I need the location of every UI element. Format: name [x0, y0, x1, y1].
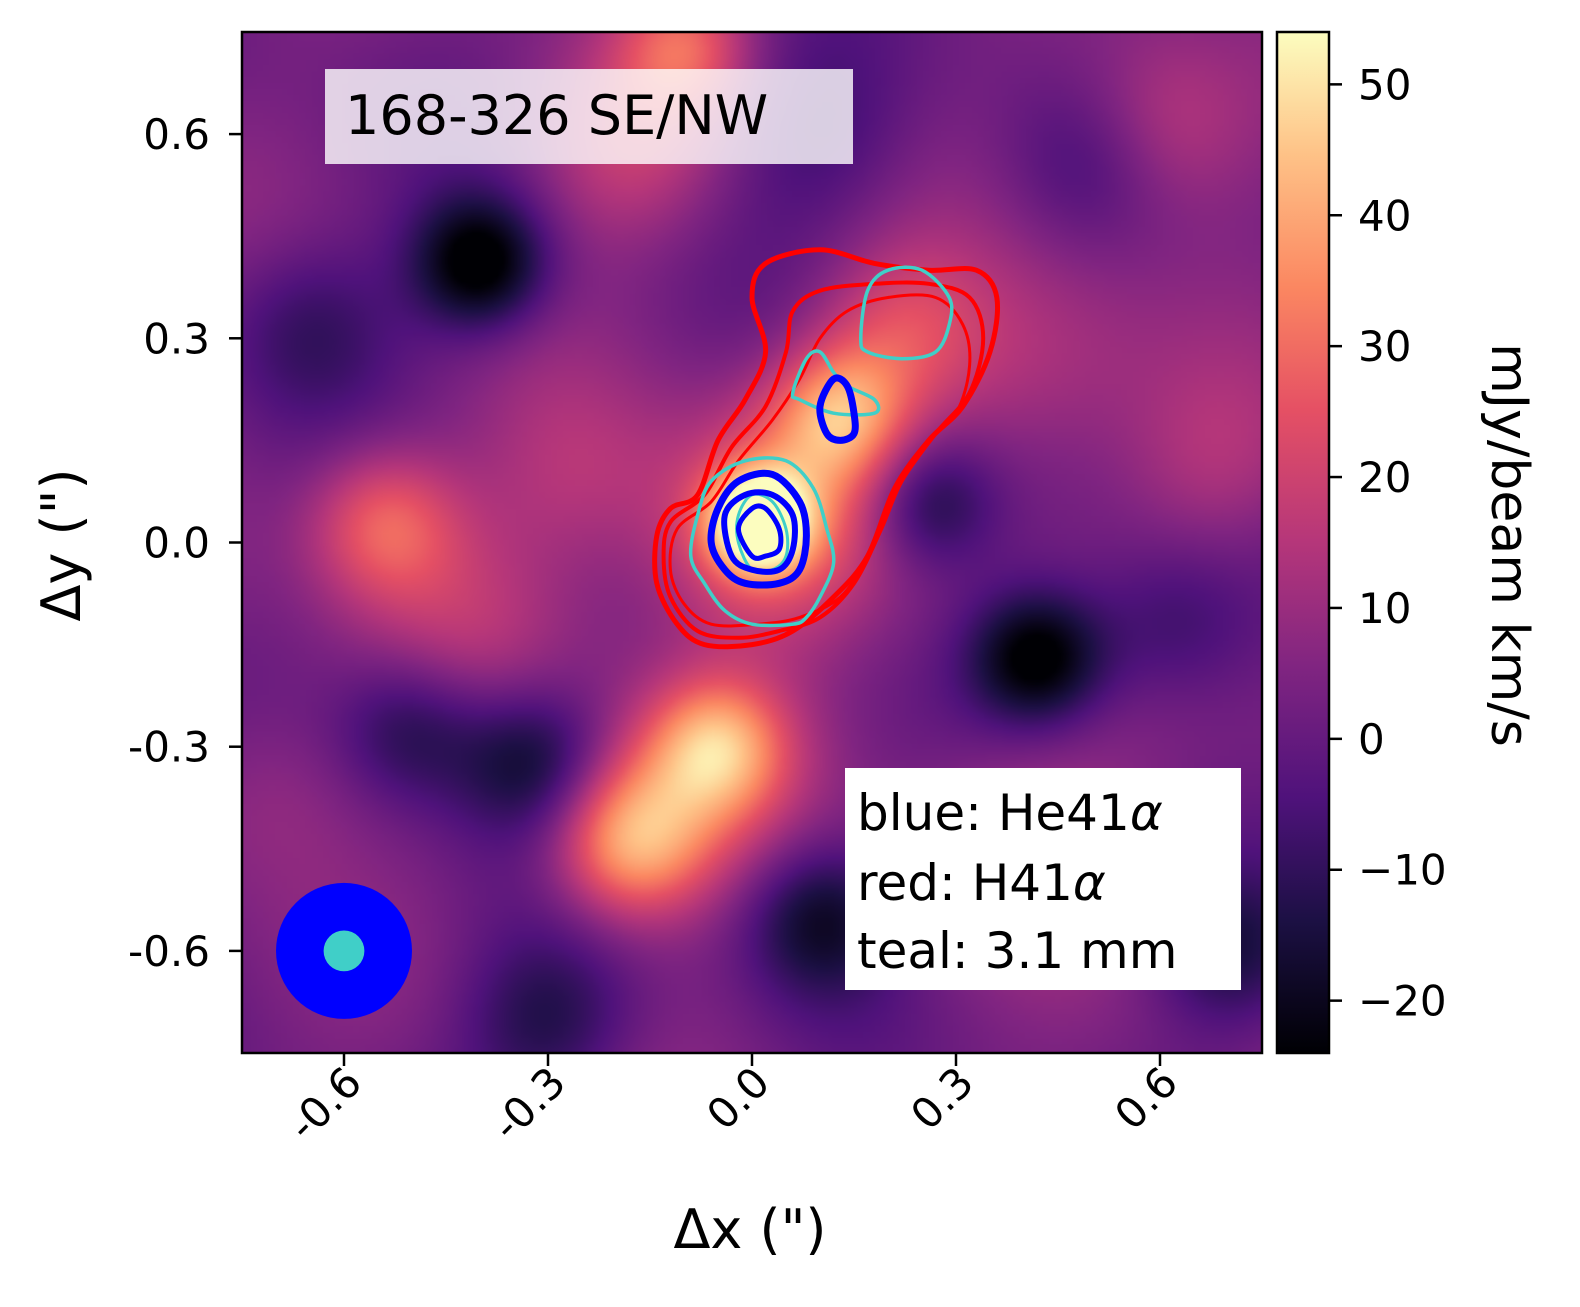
- plot-area: [242, 32, 1262, 1053]
- x-axis: -0.6 -0.3 0.0 0.3 0.6: [278, 1053, 1187, 1150]
- colorbar-label: mJy/beam km/s: [1479, 343, 1539, 747]
- contour-blue-2: [735, 503, 784, 561]
- legend-box: [845, 768, 1241, 990]
- x-axis-label: Δx ("): [673, 1198, 826, 1261]
- colorbar-tick-label: −10: [1358, 846, 1447, 895]
- y-tick-label: -0.3: [128, 723, 210, 772]
- contour-blue-0: [707, 469, 810, 589]
- legend-entry-3mm: teal: 3.1 mm: [857, 922, 1177, 980]
- colorbar-tick-label: 10: [1358, 584, 1411, 633]
- x-tick-label: -0.6: [278, 1057, 371, 1150]
- y-tick-label: 0.3: [143, 314, 210, 363]
- y-tick-label: 0.6: [143, 110, 210, 159]
- contour-layer: [652, 247, 1001, 650]
- legend-entry-h41a: red: H41α: [857, 854, 1106, 912]
- colorbar-tick-label: −20: [1358, 977, 1447, 1026]
- contour-teal-1: [790, 349, 881, 417]
- colorbar: [1275, 30, 1331, 1055]
- y-tick-label: -0.6: [128, 927, 210, 976]
- beam-layer: [276, 882, 412, 1019]
- colorbar-axis: −20 −10 0 10 20 30 40 50: [1329, 60, 1447, 1026]
- y-axis: -0.6 -0.3 0.0 0.3 0.6: [128, 110, 242, 976]
- contour-red-0: [652, 247, 1001, 650]
- legend-entry-he41a: blue: He41α: [857, 784, 1163, 842]
- contour-teal-2: [859, 265, 954, 361]
- colorbar-tick-label: 30: [1358, 322, 1411, 371]
- colorbar-tick-label: 20: [1358, 453, 1411, 502]
- contour-red-2: [668, 293, 972, 628]
- contour-teal-0: [688, 456, 836, 628]
- colorbar-tick-label: 0: [1358, 715, 1385, 764]
- title-box: [325, 69, 853, 164]
- beam-3mm: [323, 930, 365, 972]
- x-tick-label: -0.3: [482, 1057, 575, 1150]
- x-tick-label: 0.0: [697, 1057, 779, 1139]
- x-tick-label: 0.3: [901, 1057, 983, 1139]
- y-axis-label: Δy ("): [30, 468, 93, 621]
- colorbar-tick-label: 50: [1358, 60, 1411, 109]
- y-tick-label: 0.0: [143, 519, 210, 568]
- x-tick-label: 0.6: [1105, 1057, 1187, 1139]
- chart-title: 168-326 SE/NW: [345, 84, 768, 147]
- contour-blue-1: [721, 489, 798, 575]
- colorbar-tick-label: 40: [1358, 191, 1411, 240]
- contour-blue-3: [816, 374, 859, 444]
